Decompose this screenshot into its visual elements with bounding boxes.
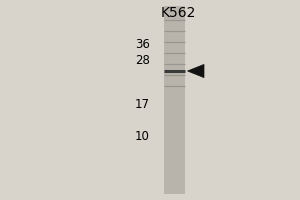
Text: 17: 17 xyxy=(135,98,150,110)
Bar xyxy=(164,6,184,194)
Text: 36: 36 xyxy=(135,38,150,50)
Text: K562: K562 xyxy=(161,6,196,20)
Text: 10: 10 xyxy=(135,130,150,142)
Text: 28: 28 xyxy=(135,53,150,66)
Polygon shape xyxy=(188,64,204,78)
